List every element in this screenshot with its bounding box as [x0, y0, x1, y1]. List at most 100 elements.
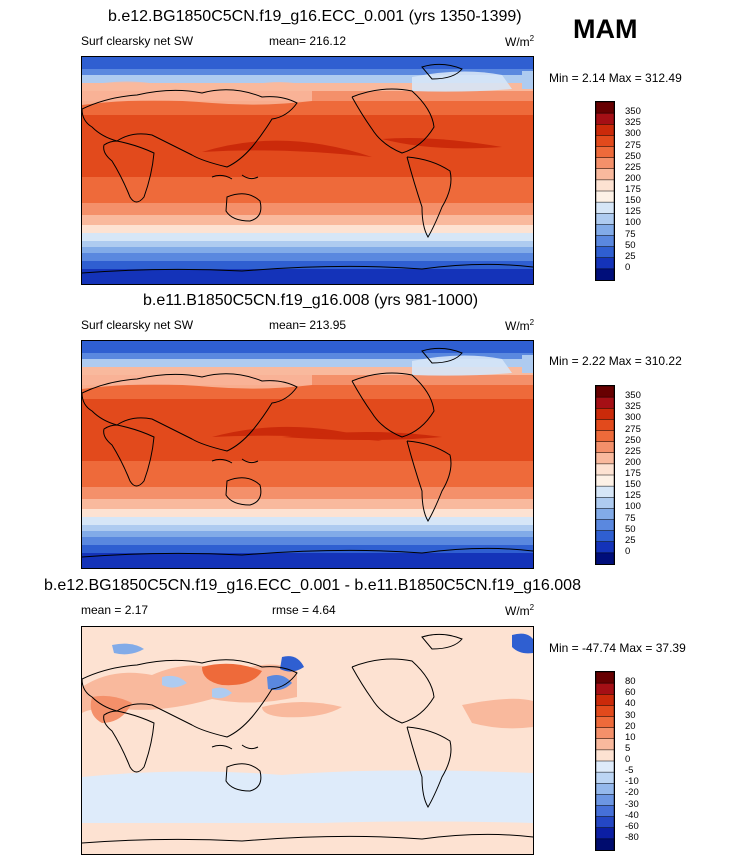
colorbar-swatch	[595, 213, 615, 226]
colorbar-swatch	[595, 794, 615, 807]
panel-1-map	[81, 56, 534, 285]
colorbar-swatch	[595, 552, 615, 565]
colorbar-swatch	[595, 738, 615, 751]
panel-2-map-svg	[82, 341, 533, 568]
colorbar-swatch	[595, 168, 615, 181]
panel-3-mean: mean = 2.17	[81, 603, 149, 617]
colorbar-swatch	[595, 705, 615, 718]
colorbar-swatch	[595, 179, 615, 192]
colorbar-tick-label: 60	[625, 687, 636, 699]
colorbar-swatch	[595, 430, 615, 443]
colorbar-tick-label: 80	[625, 676, 636, 688]
colorbar-tick-label: 275	[625, 423, 641, 435]
colorbar-tick-label: 325	[625, 117, 641, 129]
colorbar-tick-label: 300	[625, 128, 641, 140]
panel-1-map-svg	[82, 57, 533, 284]
colorbar-swatch	[595, 101, 615, 114]
panel-3-rmse: rmse = 4.64	[272, 603, 336, 617]
colorbar-swatch	[595, 749, 615, 762]
colorbar-tick-label: -30	[625, 798, 639, 810]
colorbar-swatch	[595, 716, 615, 729]
panel-2-map	[81, 340, 534, 569]
colorbar-tick-label: 250	[625, 434, 641, 446]
colorbar-tick-label: 300	[625, 412, 641, 424]
colorbar-swatch	[595, 519, 615, 532]
colorbar-tick-label: -20	[625, 787, 639, 799]
colorbar-tick-label: 10	[625, 731, 636, 743]
colorbar-tick-label: 150	[625, 195, 641, 207]
colorbar-tick-label: -80	[625, 831, 639, 843]
panel-3-colorbar	[595, 671, 615, 851]
colorbar-swatch	[595, 838, 615, 851]
colorbar-swatch	[595, 474, 615, 487]
colorbar-swatch	[595, 771, 615, 785]
colorbar-swatch	[595, 671, 615, 684]
panel-1-minmax: Min = 2.14 Max = 312.49	[549, 71, 682, 85]
colorbar-swatch	[595, 682, 615, 696]
panel-3-units: W/m2	[505, 603, 535, 618]
panel-2-title: b.e11.B1850C5CN.f19_g16.008 (yrs 981-100…	[143, 292, 479, 309]
panel-3-colorbar-svg	[595, 671, 615, 851]
colorbar-swatch	[595, 246, 615, 259]
colorbar-tick-label: 350	[625, 390, 641, 402]
panel-1-units: W/m2	[505, 34, 535, 49]
colorbar-swatch	[595, 530, 615, 543]
colorbar-swatch	[595, 463, 615, 476]
panel-2-mean: mean= 213.95	[269, 318, 347, 332]
colorbar-tick-label: 275	[625, 139, 641, 151]
colorbar-swatch	[595, 408, 615, 421]
colorbar-swatch	[595, 760, 615, 773]
colorbar-tick-label: 175	[625, 184, 641, 195]
colorbar-tick-label: 100	[625, 217, 641, 229]
colorbar-tick-label: 0	[625, 545, 631, 557]
colorbar-swatch	[595, 135, 615, 148]
colorbar-swatch	[595, 694, 615, 707]
panel-1-title: b.e12.BG1850C5CN.f19_g16.ECC_0.001 (yrs …	[108, 8, 522, 25]
panel-1-colorbar	[595, 101, 615, 281]
colorbar-swatch	[595, 727, 615, 740]
colorbar-tick-label: 175	[625, 468, 641, 479]
colorbar-tick-label: -5	[625, 765, 634, 777]
colorbar-tick-label: 25	[625, 534, 636, 546]
colorbar-tick-label: 40	[625, 698, 636, 710]
colorbar-swatch	[595, 827, 615, 840]
colorbar-swatch	[595, 124, 615, 137]
colorbar-tick-label: 20	[625, 720, 636, 732]
colorbar-swatch	[595, 485, 615, 499]
colorbar-tick-label: 25	[625, 250, 636, 262]
colorbar-tick-label: 75	[625, 512, 636, 524]
colorbar-swatch	[595, 268, 615, 281]
colorbar-tick-label: 5	[625, 742, 631, 754]
colorbar-swatch	[595, 452, 615, 465]
colorbar-swatch	[595, 541, 615, 554]
panel-1-variable-label: Surf clearsky net SW	[81, 34, 194, 48]
colorbar-swatch	[595, 508, 615, 521]
colorbar-tick-label: 100	[625, 501, 641, 513]
panel-2-colorbar-svg	[595, 385, 615, 565]
colorbar-tick-label: 0	[625, 754, 631, 765]
colorbar-tick-label: 350	[625, 106, 641, 118]
colorbar-tick-label: 325	[625, 401, 641, 413]
colorbar-tick-label: -10	[625, 776, 639, 788]
colorbar-tick-label: 150	[625, 479, 641, 491]
panel-2-units: W/m2	[505, 318, 535, 333]
colorbar-swatch	[595, 257, 615, 270]
colorbar-tick-label: 0	[625, 261, 631, 273]
colorbar-tick-label: 30	[625, 709, 636, 721]
panel-1-mean: mean= 216.12	[269, 34, 347, 48]
colorbar-swatch	[595, 112, 615, 126]
colorbar-swatch	[595, 396, 615, 410]
panel-3-map-svg	[82, 627, 533, 854]
colorbar-swatch	[595, 783, 615, 796]
colorbar-tick-label: 50	[625, 239, 636, 251]
colorbar-swatch	[595, 235, 615, 248]
colorbar-swatch	[595, 146, 615, 159]
colorbar-tick-label: 200	[625, 456, 641, 468]
colorbar-tick-label: 225	[625, 161, 641, 173]
panel-2-minmax: Min = 2.22 Max = 310.22	[549, 354, 682, 368]
colorbar-swatch	[595, 190, 615, 203]
colorbar-tick-label: 125	[625, 206, 641, 218]
colorbar-swatch	[595, 224, 615, 237]
colorbar-tick-label: 225	[625, 445, 641, 457]
colorbar-tick-label: -60	[625, 820, 639, 832]
